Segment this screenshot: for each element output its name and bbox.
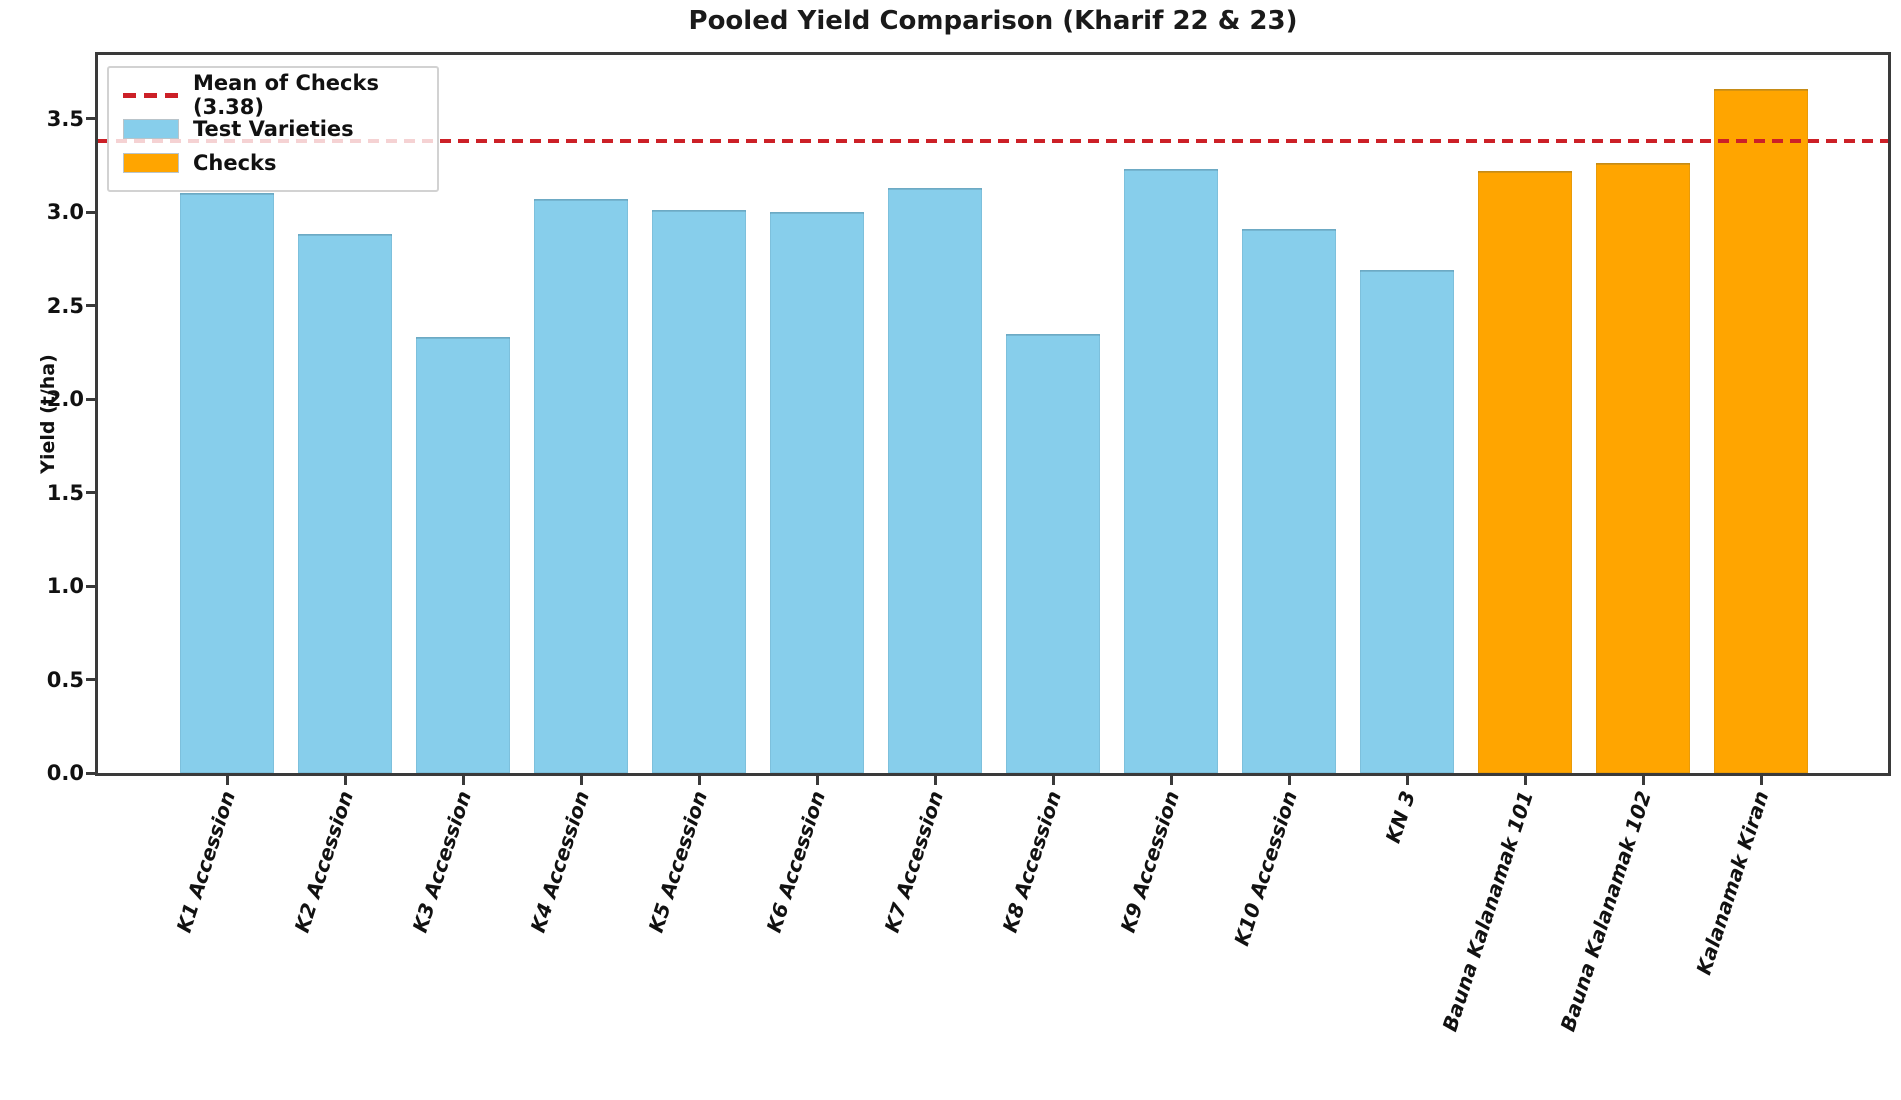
x-tick-mark — [1524, 776, 1527, 785]
x-tick-mark — [1052, 776, 1055, 785]
bar-k4-accession — [534, 199, 628, 773]
y-tick-label: 2.0 — [46, 387, 84, 412]
x-tick-mark — [1642, 776, 1645, 785]
legend-item: Mean of Checks (3.38) — [123, 71, 423, 119]
bar-k2-accession — [298, 234, 392, 773]
mean-of-checks-line — [98, 139, 1888, 143]
x-tick-mark — [1760, 776, 1763, 785]
x-tick-mark — [462, 776, 465, 785]
x-tick-label: K2 Accession — [289, 788, 358, 936]
legend-label: Checks — [193, 151, 277, 175]
y-tick-label: 3.5 — [46, 106, 84, 131]
x-tick-label: Kalanamak Kiran — [1691, 788, 1774, 978]
x-tick-mark — [580, 776, 583, 785]
y-tick-mark — [86, 584, 95, 588]
y-tick-label: 0.0 — [46, 761, 84, 785]
color-patch-swatch — [123, 119, 179, 139]
x-tick-label: K5 Accession — [643, 788, 712, 936]
legend-item: Checks — [123, 146, 423, 180]
color-patch-swatch — [123, 153, 179, 173]
x-tick-label: KN 3 — [1380, 788, 1420, 846]
x-tick-label: K6 Accession — [761, 788, 830, 936]
bar-bauna-kalanamak-101 — [1478, 171, 1572, 773]
y-tick-mark — [86, 117, 95, 121]
legend-item: Test Varieties — [123, 112, 423, 146]
x-tick-mark — [1288, 776, 1291, 785]
x-tick-label: K7 Accession — [879, 788, 948, 936]
x-tick-mark — [816, 776, 819, 785]
x-tick-label: K9 Accession — [1115, 788, 1184, 936]
y-tick-label: 2.5 — [46, 293, 84, 318]
y-tick-mark — [86, 397, 95, 401]
bar-k6-accession — [770, 212, 864, 773]
y-tick-mark — [86, 771, 95, 775]
bar-kn-3 — [1360, 270, 1454, 773]
legend: Mean of Checks (3.38) Test Varieties Check… — [107, 66, 439, 192]
x-tick-label: K4 Accession — [525, 788, 594, 936]
x-tick-mark — [344, 776, 347, 785]
bar-kalanamak-kiran — [1714, 89, 1808, 773]
x-tick-mark — [1170, 776, 1173, 785]
x-tick-mark — [698, 776, 701, 785]
x-tick-mark — [1406, 776, 1409, 785]
y-tick-label: 0.5 — [46, 667, 84, 692]
legend-label: Mean of Checks (3.38) — [193, 71, 379, 119]
x-tick-label: Bauna Kalanamak 102 — [1555, 788, 1656, 1035]
bar-bauna-kalanamak-102 — [1596, 163, 1690, 773]
y-tick-mark — [86, 210, 95, 214]
bar-k5-accession — [652, 210, 746, 773]
y-tick-label: 1.5 — [46, 480, 84, 505]
dashed-line-swatch — [123, 92, 179, 98]
legend-label: Test Varieties — [193, 117, 354, 141]
x-tick-label: K8 Accession — [997, 788, 1066, 936]
bar-k1-accession — [180, 193, 274, 773]
bar-k8-accession — [1006, 334, 1100, 773]
bar-k10-accession — [1242, 229, 1336, 773]
x-tick-label: Bauna Kalanamak 101 — [1437, 788, 1538, 1035]
bar-k7-accession — [888, 188, 982, 773]
y-tick-mark — [86, 491, 95, 495]
x-tick-label: K10 Accession — [1229, 788, 1302, 949]
x-tick-label: K1 Accession — [171, 788, 240, 936]
y-tick-mark — [86, 678, 95, 681]
bar-k9-accession — [1124, 169, 1218, 773]
bar-k3-accession — [416, 337, 510, 773]
x-tick-mark — [934, 776, 937, 785]
x-tick-label: K3 Accession — [407, 788, 476, 936]
x-tick-mark — [226, 776, 229, 785]
y-tick-label: 3.0 — [46, 200, 84, 225]
y-tick-mark — [86, 304, 95, 308]
chart-title: Pooled Yield Comparison (Kharif 22 & 23) — [688, 6, 1298, 36]
y-tick-label: 1.0 — [46, 574, 84, 599]
